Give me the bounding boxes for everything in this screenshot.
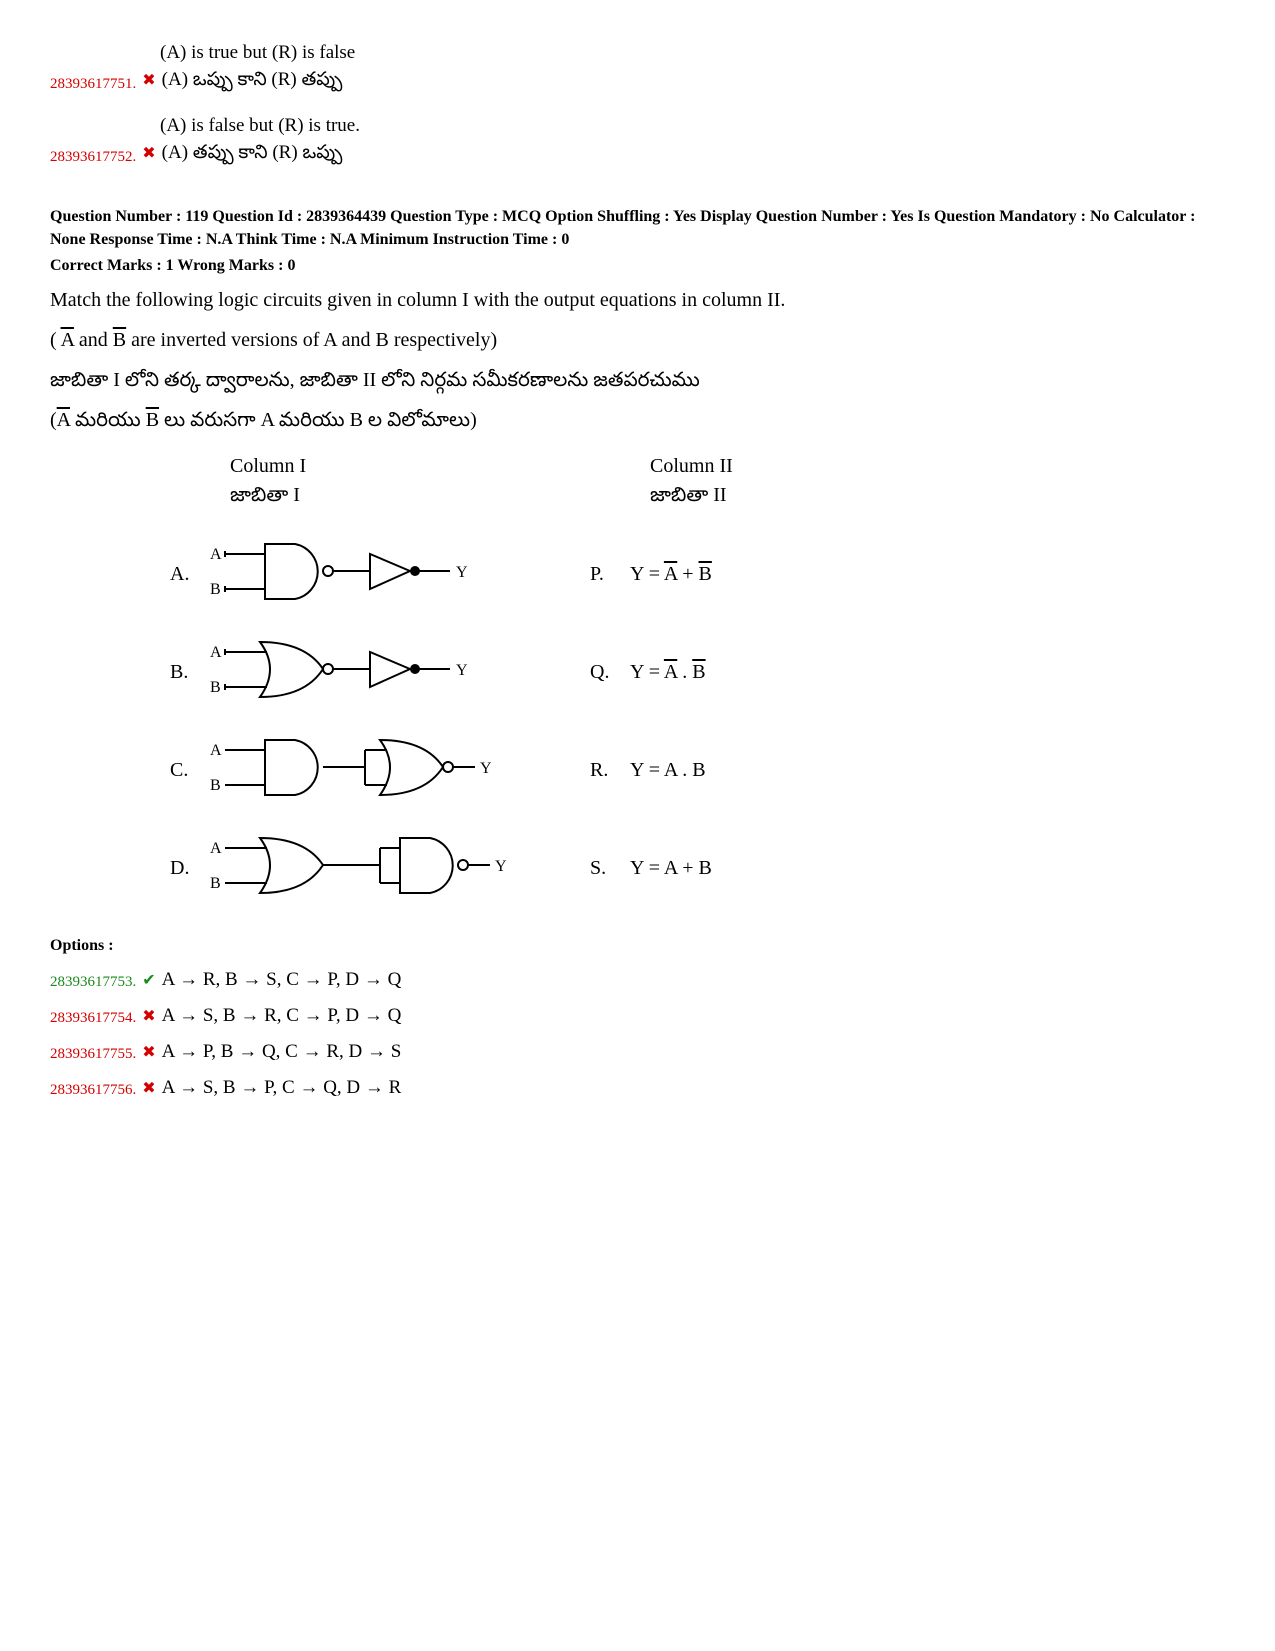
prev-opt-2-te: (A) తప్పు కాని (R) ఒప్పు bbox=[162, 140, 343, 167]
prev-opt-1-te: (A) ఒప్పు కాని (R) తప్పు bbox=[162, 67, 343, 94]
ans-4-id: 28393617756. bbox=[50, 1082, 136, 1099]
ans-3-text: A → P, B → Q, C → R, D → S bbox=[162, 1041, 402, 1063]
a-bar: A bbox=[61, 329, 74, 351]
row-label-c: C. bbox=[170, 759, 210, 782]
circuit-d-svg: A B Y bbox=[210, 833, 510, 903]
col1-head-en: Column I bbox=[170, 455, 590, 478]
svg-text:A: A bbox=[210, 546, 222, 563]
answer-1: 28393617753. ✔ A → R, B → S, C → P, D → … bbox=[50, 969, 1225, 991]
svg-text:B: B bbox=[210, 875, 221, 892]
prev-opt-1-en: (A) is true but (R) is false bbox=[160, 40, 1225, 67]
row-label-b: B. bbox=[170, 661, 210, 684]
txt: లు వరుసగా A మరియు B ల విలోమాలు) bbox=[159, 409, 477, 431]
options-label: Options : bbox=[50, 937, 1225, 955]
svg-text:A: A bbox=[210, 840, 222, 857]
question-sub-te: (A మరియు B లు వరుసగా A మరియు B ల విలోమాల… bbox=[50, 405, 1225, 435]
eq-q: Q. Y = A . B bbox=[590, 637, 890, 707]
eq-label: Q. bbox=[590, 661, 630, 684]
question-text-te: జాబితా I లోని తర్క ద్వారాలను, జాబితా II … bbox=[50, 365, 1225, 395]
prev-options-block: (A) is true but (R) is false 28393617751… bbox=[50, 40, 1225, 166]
t: + bbox=[677, 563, 698, 585]
eq-p: P. Y = A + B bbox=[590, 539, 890, 609]
wrong-icon: ✖ bbox=[142, 143, 155, 163]
t: B bbox=[699, 563, 712, 585]
column-1: Column I జాబితా I A. A B bbox=[170, 455, 590, 931]
prev-opt-1-id: 28393617751. bbox=[50, 76, 136, 93]
svg-text:A: A bbox=[210, 644, 222, 661]
svg-text:Y: Y bbox=[480, 760, 492, 777]
answer-2: 28393617754. ✖ A → S, B → R, C → P, D → … bbox=[50, 1005, 1225, 1027]
question-sub-en: ( A and B are inverted versions of A and… bbox=[50, 325, 1225, 355]
row-label-d: D. bbox=[170, 857, 210, 880]
circuit-row-b: B. A B Y bbox=[170, 637, 590, 707]
eq-s: S. Y = A + B bbox=[590, 833, 890, 903]
prev-opt-2-en: (A) is false but (R) is true. bbox=[160, 113, 1225, 140]
txt: మరియు bbox=[70, 409, 146, 431]
b-bar: B bbox=[146, 409, 159, 431]
wrong-icon: ✖ bbox=[142, 1078, 155, 1098]
txt: and bbox=[74, 329, 113, 351]
svg-text:Y: Y bbox=[456, 662, 468, 679]
wrong-icon: ✖ bbox=[142, 1006, 155, 1026]
answer-3: 28393617755. ✖ A → P, B → Q, C → R, D → … bbox=[50, 1041, 1225, 1063]
a-bar: A bbox=[57, 409, 70, 431]
circuit-c-svg: A B Y bbox=[210, 735, 500, 805]
t: A bbox=[664, 661, 677, 683]
circuit-a-svg: A B Y bbox=[210, 539, 470, 609]
circuit-row-d: D. A B Y bbox=[170, 833, 590, 903]
answer-4: 28393617756. ✖ A → S, B → P, C → Q, D → … bbox=[50, 1077, 1225, 1099]
eq-label: R. bbox=[590, 759, 630, 782]
svg-text:B: B bbox=[210, 679, 221, 696]
prev-opt-2-id: 28393617752. bbox=[50, 149, 136, 166]
eq-text: Y = A + B bbox=[630, 857, 712, 880]
match-columns: Column I జాబితా I A. A B bbox=[50, 455, 1225, 931]
b-bar: B bbox=[113, 329, 126, 351]
circuit-b-svg: A B Y bbox=[210, 637, 470, 707]
eq-label: P. bbox=[590, 563, 630, 586]
txt: ( bbox=[50, 409, 57, 431]
t: Y = bbox=[630, 563, 664, 585]
row-label-a: A. bbox=[170, 563, 210, 586]
circuit-row-c: C. A B Y bbox=[170, 735, 590, 805]
eq-label: S. bbox=[590, 857, 630, 880]
prev-option-2: 28393617752. ✖ (A) తప్పు కాని (R) ఒప్పు bbox=[50, 140, 1225, 167]
svg-text:B: B bbox=[210, 777, 221, 794]
col2-head-te: జాబితా II bbox=[590, 484, 890, 511]
question-header: Question Number : 119 Question Id : 2839… bbox=[50, 206, 1225, 251]
correct-icon: ✔ bbox=[142, 970, 155, 990]
ans-2-text: A → S, B → R, C → P, D → Q bbox=[162, 1005, 402, 1027]
svg-text:Y: Y bbox=[495, 858, 507, 875]
ans-4-text: A → S, B → P, C → Q, D → R bbox=[162, 1077, 402, 1099]
t: . bbox=[677, 661, 692, 683]
ans-3-id: 28393617755. bbox=[50, 1046, 136, 1063]
ans-1-id: 28393617753. bbox=[50, 974, 136, 991]
t: B bbox=[692, 661, 705, 683]
ans-1-text: A → R, B → S, C → P, D → Q bbox=[162, 969, 402, 991]
col1-head-te: జాబితా I bbox=[170, 484, 590, 511]
col2-head-en: Column II bbox=[590, 455, 890, 478]
txt: ( bbox=[50, 329, 61, 351]
t: Y = bbox=[630, 661, 664, 683]
wrong-icon: ✖ bbox=[142, 70, 155, 90]
eq-text: Y = A . B bbox=[630, 661, 706, 684]
marks-line: Correct Marks : 1 Wrong Marks : 0 bbox=[50, 257, 1225, 275]
circuit-row-a: A. A B Y bbox=[170, 539, 590, 609]
wrong-icon: ✖ bbox=[142, 1042, 155, 1062]
svg-text:Y: Y bbox=[456, 564, 468, 581]
t: A bbox=[664, 563, 677, 585]
eq-text: Y = A . B bbox=[630, 759, 706, 782]
prev-option-1: 28393617751. ✖ (A) ఒప్పు కాని (R) తప్పు bbox=[50, 67, 1225, 94]
eq-r: R. Y = A . B bbox=[590, 735, 890, 805]
ans-2-id: 28393617754. bbox=[50, 1010, 136, 1027]
eq-text: Y = A + B bbox=[630, 563, 712, 586]
svg-text:B: B bbox=[210, 581, 221, 598]
column-2: Column II జాబితా II P. Y = A + B Q. Y = … bbox=[590, 455, 890, 931]
question-text-en: Match the following logic circuits given… bbox=[50, 285, 1225, 315]
svg-text:A: A bbox=[210, 742, 222, 759]
txt: are inverted versions of A and B respect… bbox=[126, 329, 497, 351]
